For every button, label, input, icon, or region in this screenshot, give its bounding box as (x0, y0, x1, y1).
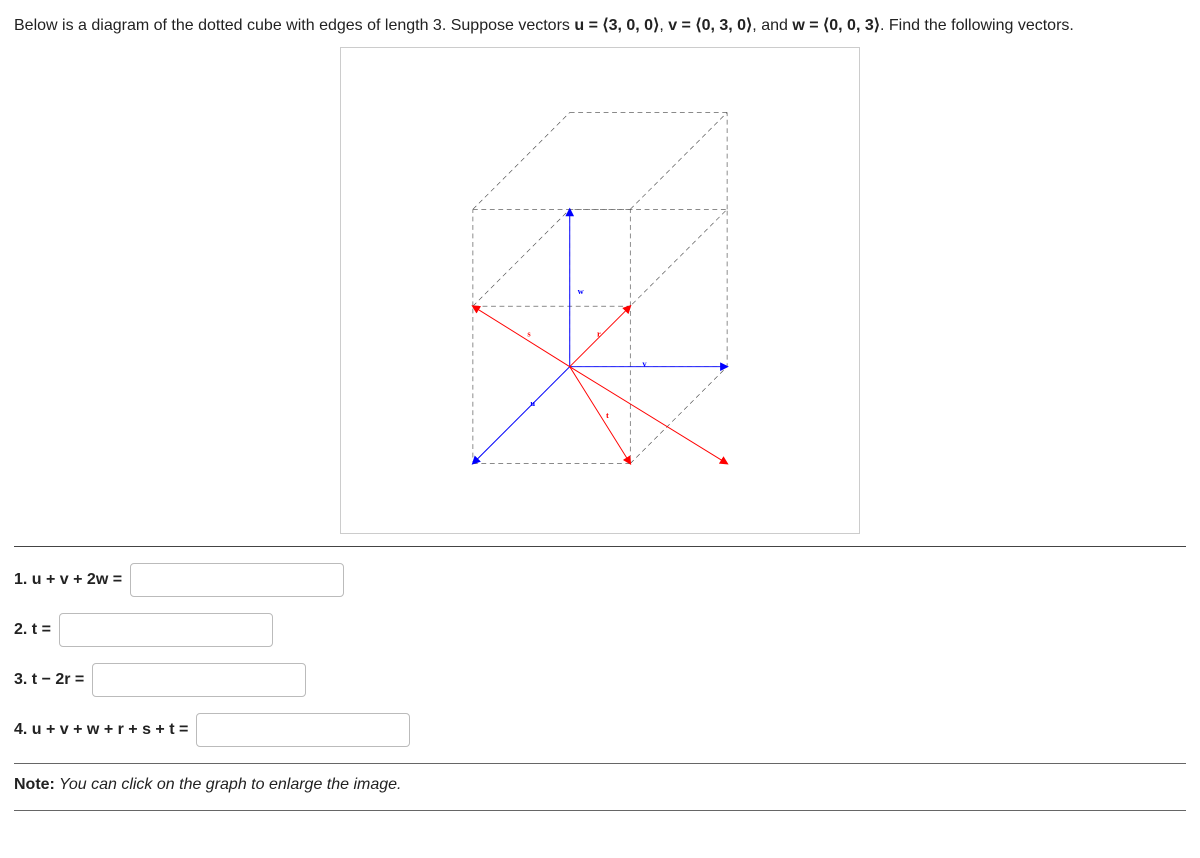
cube-diagram[interactable]: u v w r s t (355, 58, 845, 518)
q1-input[interactable] (130, 563, 344, 597)
intro-and: , and (752, 17, 792, 34)
separator-mid (14, 763, 1186, 764)
v-def: v = ⟨0, 3, 0⟩ (668, 17, 752, 34)
q2-input[interactable] (59, 613, 273, 647)
q3-input[interactable] (92, 663, 306, 697)
svg-text:t: t (606, 410, 609, 420)
intro-tail: . Find the following vectors. (880, 17, 1074, 34)
q2-label: 2. t = (14, 621, 51, 639)
intro-pre: Below is a diagram of the dotted cube wi… (14, 17, 574, 34)
separator-top (14, 546, 1186, 547)
q4-label: 4. u + v + w + r + s + t = (14, 721, 188, 739)
diagram-container: u v w r s t (14, 47, 1186, 534)
question-1: 1. u + v + 2w = (14, 563, 1186, 597)
q1-label: 1. u + v + 2w = (14, 571, 122, 589)
svg-text:u: u (530, 398, 535, 408)
question-4: 4. u + v + w + r + s + t = (14, 713, 1186, 747)
problem-statement: Below is a diagram of the dotted cube wi… (14, 12, 1186, 39)
question-2: 2. t = (14, 613, 1186, 647)
w-def: w = ⟨0, 0, 3⟩ (792, 17, 880, 34)
diagram-frame[interactable]: u v w r s t (340, 47, 860, 534)
q4-input[interactable] (196, 713, 410, 747)
separator-bottom (14, 810, 1186, 811)
note-text: You can click on the graph to enlarge th… (55, 776, 402, 793)
note-lead: Note: (14, 776, 55, 793)
svg-text:r: r (597, 329, 601, 339)
svg-text:w: w (578, 286, 585, 296)
note-row: Note: You can click on the graph to enla… (14, 776, 1186, 794)
u-def: u = ⟨3, 0, 0⟩ (574, 17, 659, 34)
question-3: 3. t − 2r = (14, 663, 1186, 697)
svg-text:s: s (527, 329, 531, 339)
svg-text:v: v (642, 359, 647, 369)
q3-label: 3. t − 2r = (14, 671, 84, 689)
